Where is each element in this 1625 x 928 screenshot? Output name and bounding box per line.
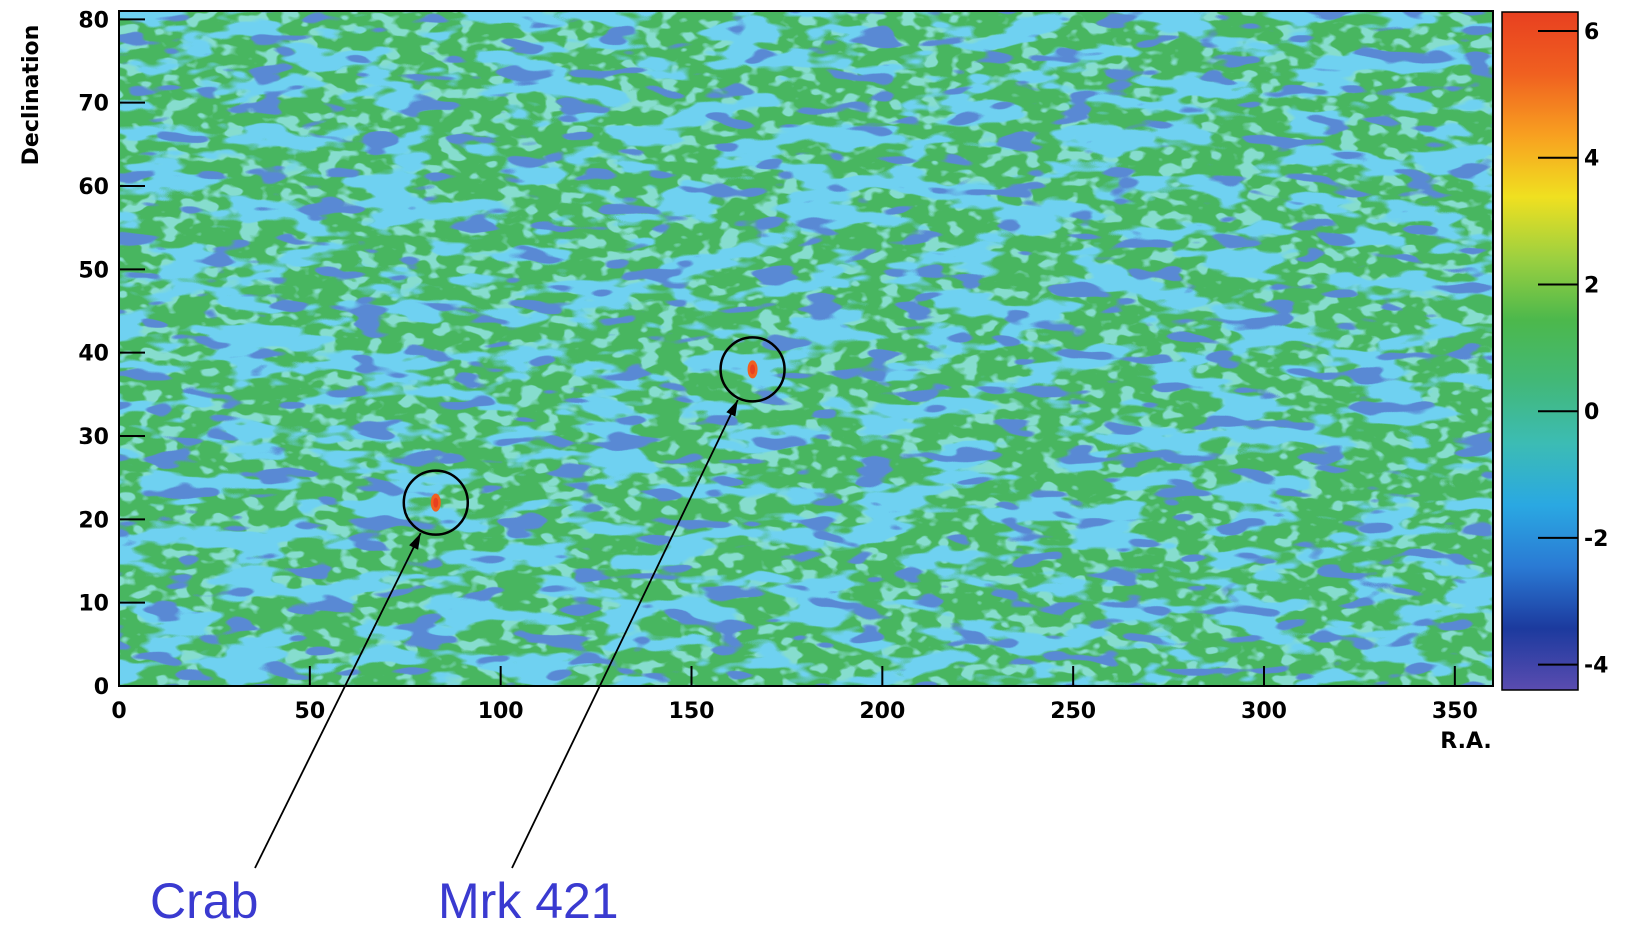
colorbar [1501,11,1579,691]
sky-map [119,11,1493,686]
x-tick-label: 300 [1241,699,1287,724]
x-tick-label: 50 [295,699,326,724]
y-tick-label: 50 [78,258,109,283]
y-tick-label: 0 [94,675,109,700]
y-tick-label: 40 [78,342,109,367]
x-tick-label: 150 [669,699,715,724]
annotation-label: Mrk 421 [438,873,619,928]
source-core [750,364,756,375]
y-tick-label: 20 [78,508,109,533]
source-core [433,497,439,508]
y-tick-label: 30 [78,425,109,450]
y-axis-label: Declination [19,25,44,166]
arrow-head [726,399,738,417]
x-tick-label: 0 [111,699,126,724]
map-texture [119,11,1493,686]
annotation-arrow [511,399,739,869]
colorbar-tick-label: 4 [1584,147,1599,172]
colorbar-tick-label: -4 [1584,654,1608,679]
y-tick-label: 80 [78,8,109,33]
x-tick-label: 350 [1432,699,1478,724]
y-tick-label: 10 [78,592,109,617]
colorbar-tick-label: 2 [1584,273,1599,298]
source-circle [402,469,470,536]
y-tick-label: 70 [78,92,109,117]
colorbar-tick-label: 0 [1584,400,1599,425]
colorbar-tick-label: 6 [1584,20,1599,45]
x-tick-label: 200 [859,699,905,724]
colorbar-tick-label: -2 [1584,527,1608,552]
annotation-arrow [254,532,422,869]
plot-frame [118,10,1494,687]
x-axis-label: R.A. [1440,729,1492,754]
x-tick-label: 250 [1050,699,1096,724]
x-tick-label: 100 [478,699,524,724]
annotation-label: Crab [150,873,258,928]
y-tick-label: 60 [78,175,109,200]
arrow-head [409,533,421,550]
source-circle [719,336,786,403]
